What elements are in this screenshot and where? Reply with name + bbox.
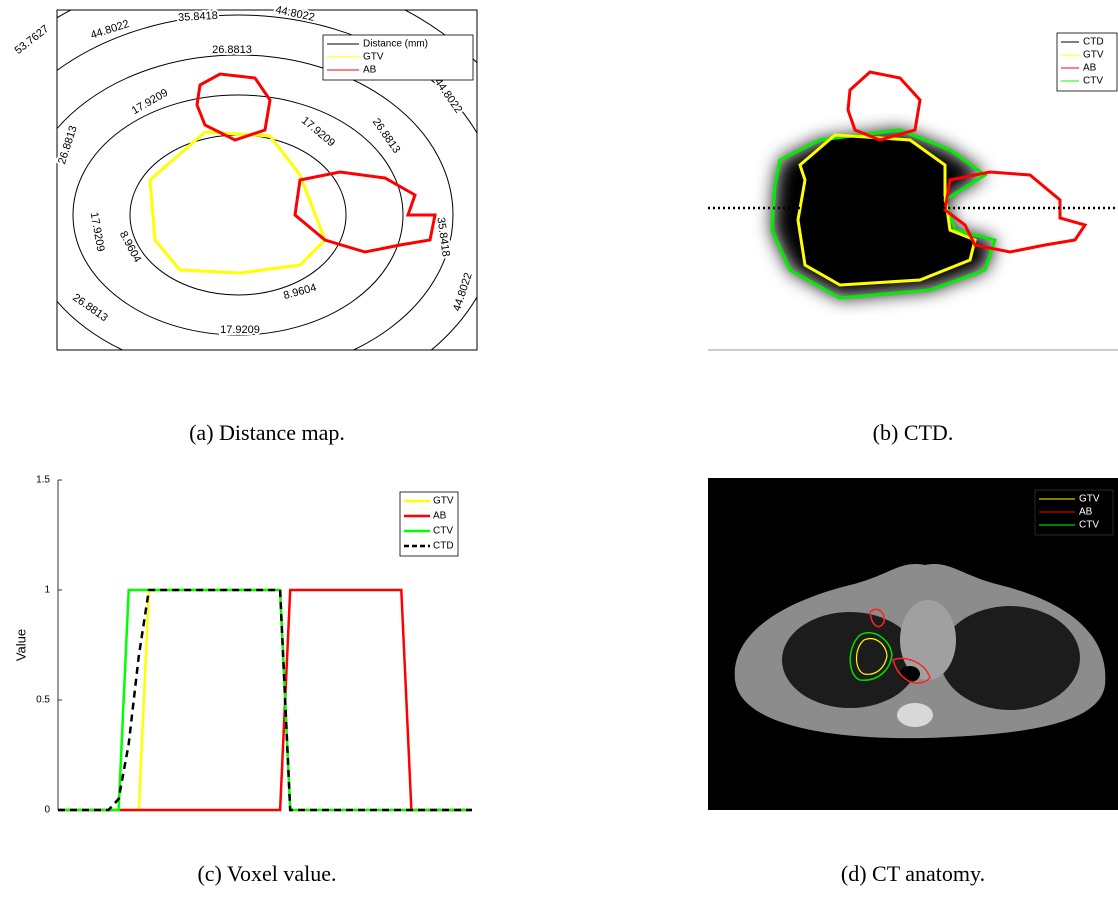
lung (940, 606, 1080, 710)
legend-label: GTV (1079, 494, 1100, 505)
airway (900, 666, 920, 682)
contour-label: 53.7627 (13, 23, 52, 57)
caption: (d) CT anatomy. (841, 861, 985, 886)
y-axis-label: Value (13, 629, 28, 661)
legend-label: CTV (1083, 76, 1103, 87)
contour-label: 44.8022 (274, 4, 315, 24)
panel-b (708, 72, 1118, 350)
legend-label: Distance (mm) (363, 39, 428, 50)
vertebra (897, 703, 933, 727)
contour-label: 8.9604 (282, 282, 318, 302)
contour-label: 35.8418 (178, 10, 218, 24)
contour-label: 44.8022 (89, 18, 131, 42)
y-tick-label: 0 (44, 805, 50, 816)
caption: (a) Distance map. (189, 420, 345, 445)
contour-label: 26.8813 (56, 124, 80, 166)
legend-label: AB (363, 65, 377, 76)
ab-contour (848, 72, 920, 140)
gtv-contour (150, 132, 325, 273)
contour-label: 17.9209 (299, 115, 337, 150)
legend-label: GTV (363, 52, 384, 63)
contour-label: 17.9209 (88, 211, 107, 252)
legend-label: CTV (433, 526, 453, 537)
contour-label: 26.8813 (70, 292, 109, 325)
y-tick-label: 0.5 (36, 695, 50, 706)
legend-label: AB (433, 511, 447, 522)
legend-label: CTD (1083, 37, 1104, 48)
contour-label: 17.9209 (220, 324, 260, 336)
y-tick-label: 1 (44, 585, 50, 596)
caption: (c) Voxel value. (197, 861, 336, 886)
contour-label: 17.9209 (130, 87, 170, 117)
legend-label: CTD (433, 541, 454, 552)
legend-label: AB (1079, 507, 1093, 518)
y-tick-label: 1.5 (36, 475, 50, 486)
legend-label: CTV (1079, 520, 1099, 531)
contour-label: 26.8813 (212, 44, 252, 56)
caption: (b) CTD. (873, 420, 954, 445)
contour-label: 35.8418 (434, 216, 451, 257)
contour-label: 26.8813 (370, 116, 403, 155)
legend-label: GTV (1083, 50, 1104, 61)
ab-contour (197, 74, 270, 140)
ab-contour (295, 172, 435, 252)
legend-label: GTV (433, 496, 454, 507)
legend-label: AB (1083, 63, 1097, 74)
figure: 53.7627 44.8022 35.8418 44.8022 26.8813 17.92… (0, 0, 1118, 903)
contour-label: 44.8022 (432, 76, 465, 115)
